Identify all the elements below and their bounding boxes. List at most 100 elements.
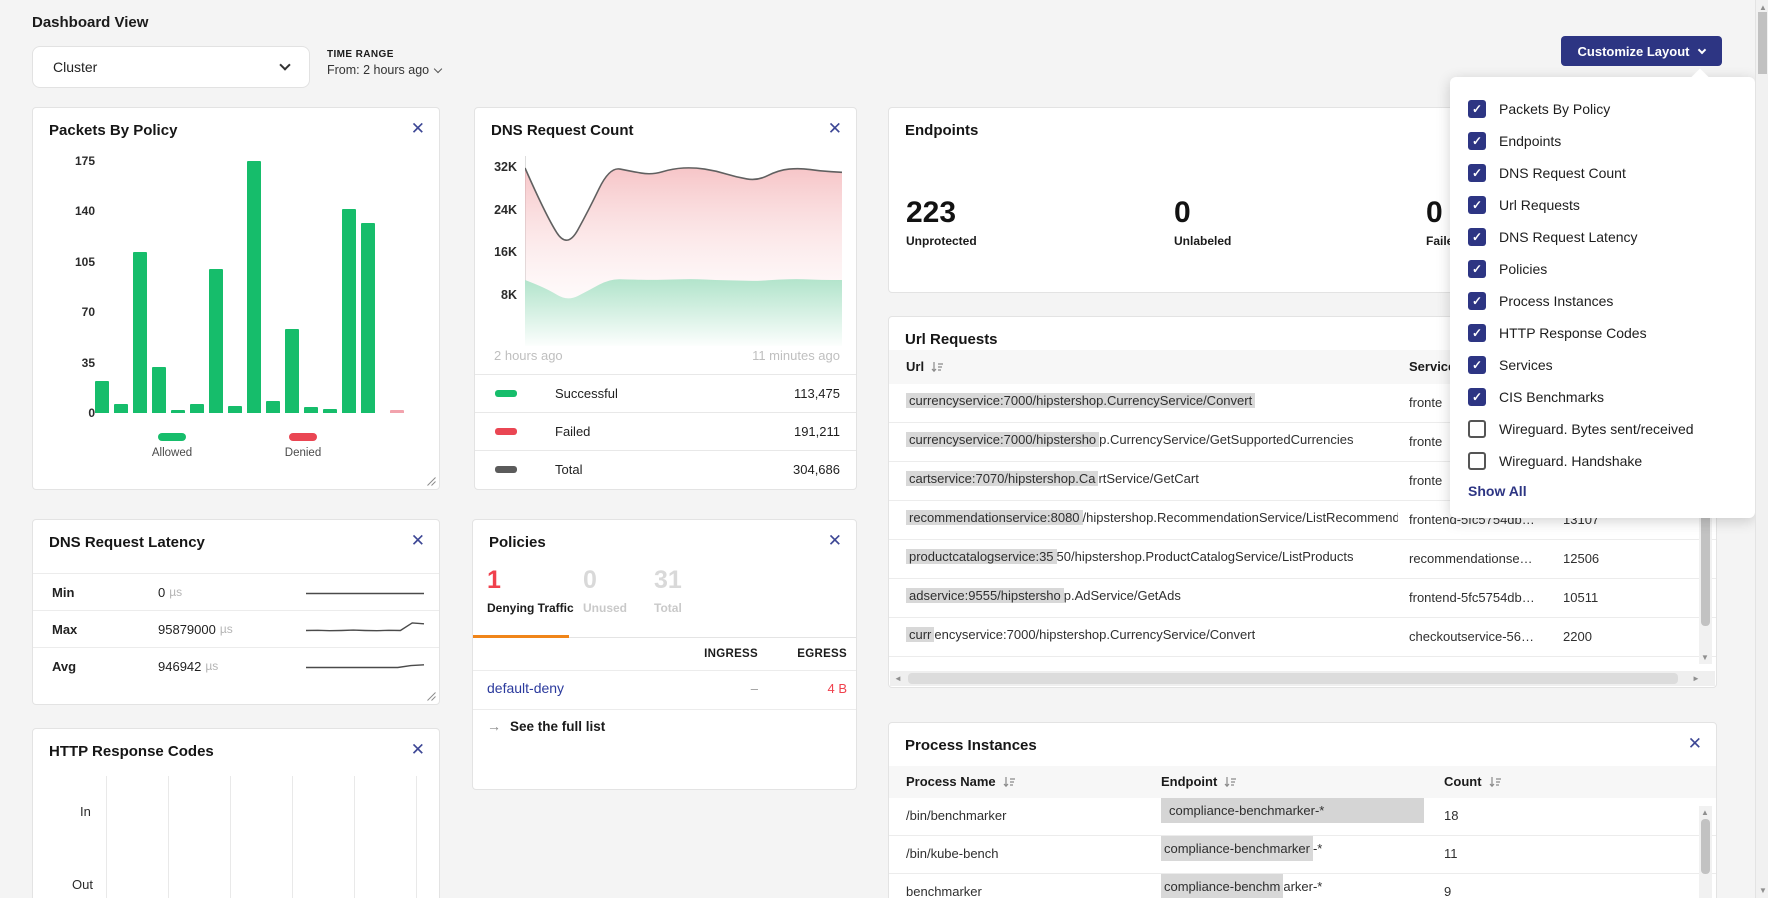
checkbox-checked-icon[interactable]: ✓ [1468,355,1486,374]
divider [473,709,856,710]
checkbox-checked-icon[interactable]: ✓ [1468,163,1486,182]
resize-handle-icon[interactable] [427,477,436,486]
table-row[interactable]: benchmarker compliance-benchm arker-* 9 [889,874,1716,898]
checkbox-unchecked-icon[interactable] [1468,419,1486,438]
column-header-ingress: INGRESS [704,648,758,660]
menu-item[interactable]: ✓ Policies [1468,254,1737,283]
menu-item[interactable]: ✓ Process Instances [1468,286,1737,315]
resize-handle-icon[interactable] [427,692,436,701]
scrollbar-thumb[interactable] [1701,819,1710,874]
checkbox-checked-icon[interactable]: ✓ [1468,195,1486,214]
bar-allowed [171,410,185,413]
menu-item[interactable]: ✓ CIS Benchmarks [1468,382,1737,411]
bar-denied [390,410,404,413]
see-full-list-link[interactable]: → See the full list [487,718,606,734]
close-icon[interactable]: ✕ [827,531,842,550]
sparkline [306,664,425,669]
table-row[interactable]: /bin/kube-bench compliance-benchmarker -* 1… [889,836,1716,874]
policy-link[interactable]: default-deny [487,680,565,696]
sparkline [306,592,424,595]
scroll-down-icon[interactable]: ▼ [1701,653,1709,662]
dns-request-count-card: DNS Request Count ✕ 32K 24K 16K 8K 2 hours … [474,107,857,490]
column-header-url[interactable]: Url [906,359,944,374]
scroll-right-icon[interactable]: ► [1692,674,1700,683]
process-instances-card: Process Instances ✕ Process Name Endpoin… [888,722,1717,898]
table-row[interactable]: currencyservice:7000/hipstershop.Currenc… [889,384,1716,423]
column-header-service[interactable]: Service [1409,359,1456,374]
close-icon[interactable]: ✕ [410,740,425,759]
menu-item[interactable]: ✓ Services [1468,350,1737,379]
menu-item[interactable]: Wireguard. Bytes sent/received [1468,414,1737,443]
close-icon[interactable]: ✕ [410,119,425,138]
table-row[interactable]: productcatalogservice:35 50/hipstershop.P… [889,540,1716,579]
table-row[interactable]: adservice:9555/hipstersho p.AdService/Get… [889,579,1716,618]
card-title: DNS Request Count [491,122,634,139]
menu-item[interactable]: ✓ DNS Request Count [1468,158,1737,187]
chevron-down-icon [1698,45,1707,54]
table-row[interactable]: recommendationservice:8080/hipstershop.R… [889,501,1716,540]
close-icon[interactable]: ✕ [410,531,425,550]
table-row[interactable]: /bin/benchmarker compliance-benchmarker-*… [889,798,1716,836]
http-chart-grid [106,776,456,898]
time-range-value[interactable]: From: 2 hours ago [327,63,443,77]
scroll-down-icon[interactable]: ▼ [1759,886,1767,895]
menu-item[interactable]: ✓ Url Requests [1468,190,1737,219]
successful-area [525,279,842,346]
checkbox-checked-icon[interactable]: ✓ [1468,387,1486,406]
tab-denying-traffic[interactable]: 1 Denying Traffic [487,566,574,615]
column-header-endpoint[interactable]: Endpoint [1161,774,1237,789]
menu-item[interactable]: ✓ Packets By Policy [1468,94,1737,123]
scroll-left-icon[interactable]: ◄ [894,674,902,683]
menu-item[interactable]: ✓ HTTP Response Codes [1468,318,1737,347]
y-tick-label: 32K [494,160,517,174]
scrollbar-thumb[interactable] [908,673,1678,684]
menu-item-label: Url Requests [1499,196,1580,213]
horizontal-scrollbar[interactable]: ◄ ► [890,671,1715,686]
checkbox-unchecked-icon[interactable] [1468,451,1486,470]
checkbox-checked-icon[interactable]: ✓ [1468,131,1486,150]
view-select[interactable]: Cluster [32,46,310,88]
page-scrollbar[interactable]: ▲ ▼ [1755,0,1768,898]
checkbox-checked-icon[interactable]: ✓ [1468,227,1486,246]
checkbox-checked-icon[interactable]: ✓ [1468,291,1486,310]
scroll-up-icon[interactable]: ▲ [1759,3,1767,12]
menu-item[interactable]: ✓ Endpoints [1468,126,1737,155]
column-header-count[interactable]: Count [1444,774,1501,789]
http-response-codes-card: HTTP Response Codes ✕ In Out [32,728,456,898]
customize-layout-button[interactable]: Customize Layout [1561,36,1722,66]
tab-total[interactable]: 31 Total [654,566,682,615]
close-icon[interactable]: ✕ [1687,734,1702,753]
page-title: Dashboard View [32,14,149,31]
failed-swatch [495,428,517,435]
successful-swatch [495,390,517,397]
checkbox-checked-icon[interactable]: ✓ [1468,259,1486,278]
checkbox-checked-icon[interactable]: ✓ [1468,323,1486,342]
close-icon[interactable]: ✕ [827,119,842,138]
y-tick-label: 175 [74,154,95,168]
bar-allowed [285,329,299,413]
scrollbar-thumb[interactable] [1758,12,1767,74]
column-header-process-name[interactable]: Process Name [906,774,1015,789]
bar-chart [95,159,425,413]
table-row[interactable]: cartservice:7070/hipstershop.Ca rtService… [889,462,1716,501]
vertical-scrollbar[interactable]: ▲ [1699,806,1712,898]
show-all-link[interactable]: Show All [1468,483,1527,499]
row-label-in: In [80,804,91,819]
checkbox-checked-icon[interactable]: ✓ [1468,99,1486,118]
menu-item-label: CIS Benchmarks [1499,388,1605,405]
bar-allowed [133,251,147,413]
url-cell: adservice:9555/hipstersho p.AdService/Get… [906,588,1181,603]
y-tick-label: 16K [494,245,517,260]
scroll-up-icon[interactable]: ▲ [1701,808,1709,817]
dns-request-latency-card: DNS Request Latency ✕ Min 0 µs Max 95879000 µ… [32,519,440,705]
latency-row-min: Min 0 µs [33,573,439,610]
card-title: Packets By Policy [49,122,178,139]
legend-entry: Allowed [132,433,212,459]
menu-item[interactable]: ✓ DNS Request Latency [1468,222,1737,251]
tab-unused[interactable]: 0 Unused [583,566,628,615]
menu-item-label: Process Instances [1499,292,1614,309]
y-tick-label: 70 [81,305,95,320]
menu-item[interactable]: Wireguard. Handshake [1468,446,1737,475]
